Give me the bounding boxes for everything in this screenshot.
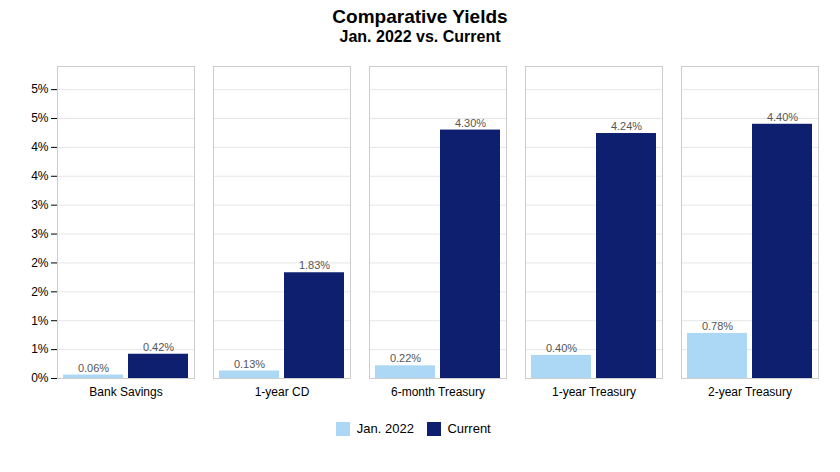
svg-text:2%: 2% [31, 256, 49, 270]
svg-text:4%: 4% [31, 140, 49, 154]
svg-text:Bank Savings: Bank Savings [89, 385, 162, 399]
html-text:Jan. 2022: Jan. 2022 [356, 421, 414, 436]
svg-text:0.22%: 0.22% [390, 352, 421, 364]
svg-text:0.13%: 0.13% [234, 358, 265, 370]
svg-text:3%: 3% [31, 198, 49, 212]
svg-text:5%: 5% [31, 82, 49, 96]
svg-text:4.24%: 4.24% [611, 120, 642, 132]
svg-text:1-year CD: 1-year CD [255, 385, 310, 399]
html-text:Jan. 2022 vs. Current: Jan. 2022 vs. Current [339, 28, 501, 45]
svg-text:2-year Treasury: 2-year Treasury [708, 385, 792, 399]
svg-text:4.30%: 4.30% [455, 117, 486, 129]
html-text:Comparative Yields: Comparative Yields [332, 6, 508, 27]
svg-text:3%: 3% [31, 227, 49, 241]
svg-text:4%: 4% [31, 169, 49, 183]
svg-text:1%: 1% [31, 314, 49, 328]
svg-text:0.40%: 0.40% [546, 342, 577, 354]
svg-text:0.42%: 0.42% [143, 341, 174, 353]
svg-text:2%: 2% [31, 285, 49, 299]
svg-text:1.83%: 1.83% [299, 259, 330, 271]
svg-text:6-month Treasury: 6-month Treasury [391, 385, 485, 399]
svg-text:5%: 5% [31, 111, 49, 125]
html-text:Current: Current [447, 421, 491, 436]
svg-text:0.06%: 0.06% [78, 362, 109, 374]
svg-text:4.40%: 4.40% [767, 111, 798, 123]
svg-text:0.78%: 0.78% [702, 320, 733, 332]
svg-text:1-year Treasury: 1-year Treasury [552, 385, 636, 399]
svg-text:0%: 0% [31, 371, 49, 385]
svg-text:1%: 1% [31, 342, 49, 356]
